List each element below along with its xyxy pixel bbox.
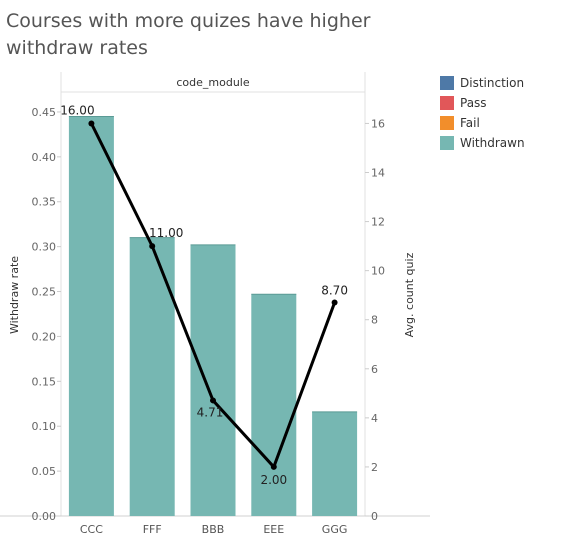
x-tick-label-eee: EEE (263, 523, 284, 536)
right-tick-label: 14 (371, 167, 385, 180)
column-header-label: code_module (176, 76, 249, 89)
left-tick-label: 0.20 (32, 330, 57, 343)
right-tick-label: 4 (371, 412, 378, 425)
left-tick-label: 0.25 (32, 286, 57, 299)
legend-item-distinction[interactable]: Distinction (440, 73, 525, 93)
right-tick-label: 10 (371, 265, 385, 278)
x-tick-label-ggg: GGG (322, 523, 348, 536)
x-tick-label-fff: FFF (143, 523, 162, 536)
left-tick-label: 0.40 (32, 151, 57, 164)
avg-quiz-label: 8.70 (321, 284, 348, 298)
legend-label-withdrawn: Withdrawn (460, 136, 525, 150)
avg-quiz-point (331, 299, 338, 306)
left-tick-label: 0.05 (32, 465, 57, 478)
x-tick-label-bbb: BBB (202, 523, 225, 536)
legend-swatch-withdrawn (440, 136, 454, 150)
bar-withdrawn-eee (251, 294, 297, 516)
bar-withdrawn-fff (129, 237, 175, 516)
right-tick-label: 16 (371, 117, 385, 130)
right-tick-label: 12 (371, 216, 385, 229)
avg-quiz-point (270, 463, 277, 470)
legend-item-pass[interactable]: Pass (440, 93, 525, 113)
right-tick-label: 6 (371, 363, 378, 376)
left-tick-label: 0.30 (32, 241, 57, 254)
bar-withdrawn-ccc (68, 116, 114, 516)
right-tick-label: 0 (371, 510, 378, 523)
chart-title: Courses with more quizes have higher wit… (6, 10, 371, 59)
right-tick-label: 2 (371, 461, 378, 474)
left-tick-label: 0.00 (32, 510, 57, 523)
bar-withdrawn-bbb (190, 244, 236, 516)
right-tick-label: 8 (371, 314, 378, 327)
avg-quiz-point (210, 397, 216, 404)
bar-withdrawn-ggg (312, 411, 358, 516)
avg-quiz-point (149, 243, 156, 250)
y2-axis-title: Avg. count quiz (403, 252, 416, 337)
legend-item-fail[interactable]: Fail (440, 113, 525, 133)
legend-swatch-distinction (440, 76, 454, 90)
legend-swatch-fail (440, 116, 454, 130)
avg-quiz-label: 11.00 (149, 226, 183, 240)
legend: Distinction Pass Fail Withdrawn (440, 73, 525, 153)
avg-quiz-label: 4.71 (197, 405, 224, 419)
avg-quiz-label: 2.00 (260, 473, 287, 487)
left-tick-label: 0.10 (32, 420, 57, 433)
legend-item-withdrawn[interactable]: Withdrawn (440, 133, 525, 153)
legend-swatch-pass (440, 96, 454, 110)
legend-label-pass: Pass (460, 96, 487, 110)
legend-label-fail: Fail (460, 116, 480, 130)
y-axis-title: Withdraw rate (8, 256, 21, 334)
left-tick-label: 0.15 (32, 375, 57, 388)
left-tick-label: 0.35 (32, 196, 57, 209)
avg-quiz-point (88, 120, 95, 127)
left-tick-label: 0.45 (32, 106, 57, 119)
legend-label-distinction: Distinction (460, 76, 525, 90)
x-tick-label-ccc: CCC (80, 523, 103, 536)
avg-quiz-label: 16.00 (60, 103, 94, 117)
